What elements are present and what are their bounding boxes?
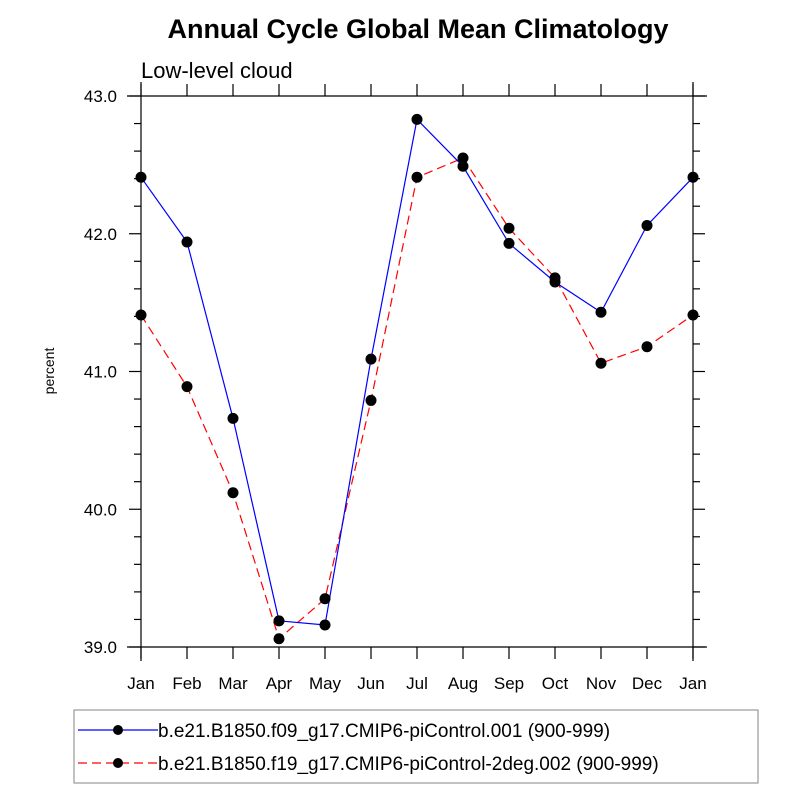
x-tick-labels: Jan Feb Mar Apr May Jun Jul Aug Sep Oct Nov Dec Jan (127, 674, 706, 693)
data-point-series-0 (319, 619, 331, 631)
x-tick-label: Mar (218, 674, 248, 693)
y-axis-label: percent (41, 348, 57, 395)
series-group (135, 113, 699, 645)
data-point-series-1 (273, 633, 285, 645)
x-tick-label: Oct (542, 674, 569, 693)
data-point-series-0 (273, 615, 285, 627)
legend-entry-0: b.e21.B1850.f09_g17.CMIP6-piControl.001 … (158, 721, 610, 742)
data-point-series-1 (365, 394, 377, 406)
x-tick-label: Jan (679, 674, 706, 693)
y-tick-labels: 39.0 40.0 41.0 42.0 43.0 (84, 87, 117, 657)
data-point-series-0 (365, 353, 377, 365)
x-tick-label: Dec (632, 674, 663, 693)
data-point-series-0 (227, 412, 239, 424)
chart-title: Annual Cycle Global Mean Climatology (167, 14, 668, 44)
data-point-series-0 (641, 219, 653, 231)
series-line-0 (140, 118, 694, 626)
x-tick-label: Sep (494, 674, 524, 693)
x-tick-label: Jul (406, 674, 428, 693)
y-tick-label: 43.0 (84, 87, 117, 106)
x-tick-label: Jan (127, 674, 154, 693)
x-tick-label: Nov (586, 674, 617, 693)
data-point-series-1 (319, 593, 331, 605)
data-point-series-0 (135, 171, 147, 183)
data-point-series-1 (227, 487, 239, 499)
data-point-series-1 (135, 309, 147, 321)
data-point-series-0 (549, 276, 561, 288)
data-point-series-1 (687, 309, 699, 321)
data-point-series-1 (595, 357, 607, 369)
data-point-series-1 (411, 171, 423, 183)
x-tick-label: Jun (357, 674, 384, 693)
series-line-1 (140, 157, 694, 640)
data-point-series-1 (641, 341, 653, 353)
data-point-series-0 (181, 236, 193, 248)
data-point-series-0 (503, 237, 515, 249)
axes (127, 82, 707, 661)
y-tick-label: 40.0 (84, 500, 117, 519)
x-tick-label: May (309, 674, 342, 693)
y-tick-label: 41.0 (84, 363, 117, 382)
x-tick-label: Aug (448, 674, 478, 693)
data-point-series-0 (411, 113, 423, 125)
chart-subtitle: Low-level cloud (141, 58, 293, 83)
legend-box (73, 709, 759, 784)
legend-marker-0 (113, 725, 123, 735)
y-tick-label: 39.0 (84, 638, 117, 657)
y-tick-label: 42.0 (84, 225, 117, 244)
x-tick-label: Apr (266, 674, 293, 693)
x-tick-label: Feb (172, 674, 201, 693)
data-point-series-1 (181, 381, 193, 393)
data-point-series-0 (595, 306, 607, 318)
legend-marker-1 (113, 758, 123, 768)
legend-entry-1: b.e21.B1850.f19_g17.CMIP6-piControl-2deg… (158, 754, 659, 775)
data-point-series-1 (503, 222, 515, 234)
data-point-series-1 (457, 152, 469, 164)
legend: b.e21.B1850.f09_g17.CMIP6-piControl.001 … (73, 709, 759, 784)
data-point-series-0 (457, 160, 469, 172)
data-point-series-0 (687, 171, 699, 183)
